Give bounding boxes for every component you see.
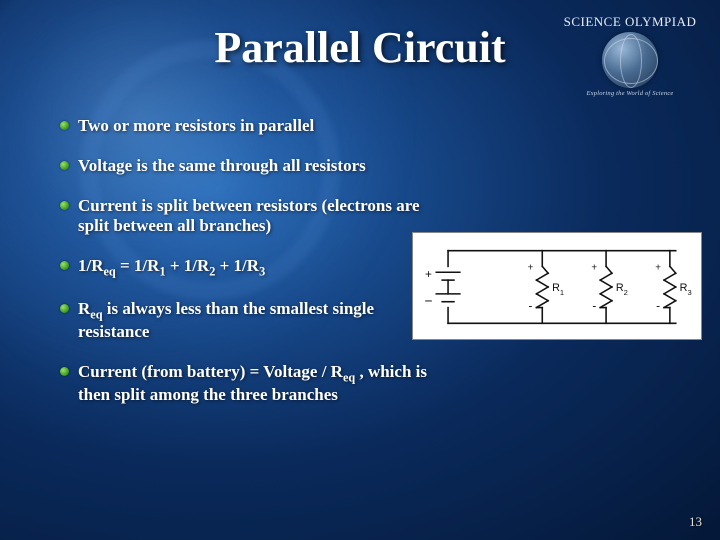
svg-text:-: - — [656, 300, 660, 313]
bullet-6: Current (from battery) = Voltage / Req ,… — [60, 362, 440, 405]
svg-text:-: - — [529, 300, 533, 313]
bullet-3: Current is split between resistors (elec… — [60, 196, 440, 236]
svg-text:−: − — [424, 294, 432, 309]
bullet-5: Req is always less than the smallest sin… — [60, 299, 440, 342]
svg-text:R1: R1 — [552, 282, 564, 297]
svg-text:+: + — [591, 262, 597, 273]
circuit-diagram: + − + - R1 + - R2 + - R3 — [412, 232, 702, 340]
page-number: 13 — [689, 514, 702, 530]
svg-text:-: - — [592, 300, 596, 313]
logo-tagline: Exploring the World of Science — [560, 90, 700, 97]
bullet-list: Two or more resistors in parallel Voltag… — [60, 116, 440, 405]
svg-text:R3: R3 — [680, 282, 692, 297]
svg-text:+: + — [655, 262, 661, 273]
bullet-2: Voltage is the same through all resistor… — [60, 156, 440, 176]
bullet-4: 1/Req = 1/R1 + 1/R2 + 1/R3 — [60, 256, 440, 279]
svg-text:+: + — [528, 262, 534, 273]
slide-title: Parallel Circuit — [0, 22, 720, 73]
svg-text:+: + — [425, 268, 432, 281]
bullet-1: Two or more resistors in parallel — [60, 116, 440, 136]
svg-text:R2: R2 — [616, 282, 628, 297]
circuit-svg: + − + - R1 + - R2 + - R3 — [413, 233, 701, 339]
bullet-content: Two or more resistors in parallel Voltag… — [60, 116, 440, 425]
